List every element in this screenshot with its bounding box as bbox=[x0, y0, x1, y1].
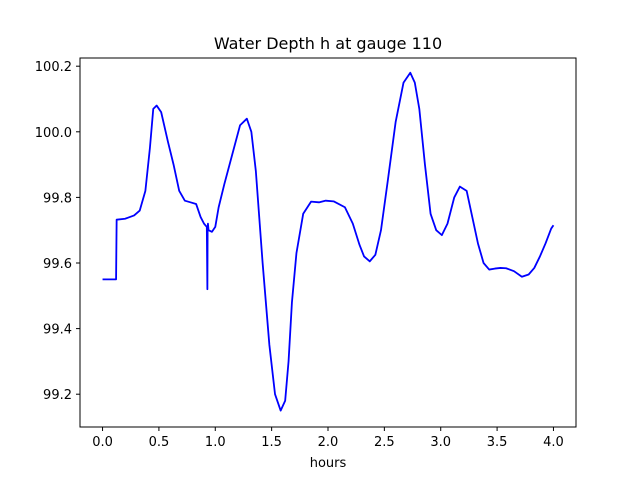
y-tick-label: 99.8 bbox=[43, 191, 72, 206]
x-tick-label: 2.0 bbox=[318, 435, 339, 450]
x-axis: 0.0 0.5 1.0 1.5 2.0 2.5 3.0 3.5 4.0 bbox=[92, 427, 564, 450]
x-tick-label: 3.0 bbox=[430, 435, 451, 450]
series-layer bbox=[102, 71, 555, 412]
x-tick-label: 0.5 bbox=[149, 435, 170, 450]
x-tick-label: 3.5 bbox=[487, 435, 508, 450]
x-axis-label: hours bbox=[310, 456, 347, 471]
x-tick-label: 4.0 bbox=[543, 435, 564, 450]
x-tick-label: 0.0 bbox=[92, 435, 113, 450]
y-tick-label: 99.4 bbox=[43, 323, 72, 338]
y-tick-label: 100.0 bbox=[35, 126, 72, 141]
x-tick-label: 1.0 bbox=[205, 435, 226, 450]
series-line-0 bbox=[102, 71, 555, 412]
chart-title: Water Depth h at gauge 110 bbox=[214, 34, 442, 53]
y-tick-label: 100.2 bbox=[35, 60, 72, 75]
y-tick-label: 99.2 bbox=[43, 388, 72, 403]
plot-area bbox=[80, 58, 576, 427]
x-tick-label: 2.5 bbox=[374, 435, 395, 450]
x-tick-label: 1.5 bbox=[261, 435, 282, 450]
y-axis: 99.2 99.4 99.6 99.8 100.0 100.2 bbox=[35, 60, 80, 403]
y-tick-label: 99.6 bbox=[43, 257, 72, 272]
